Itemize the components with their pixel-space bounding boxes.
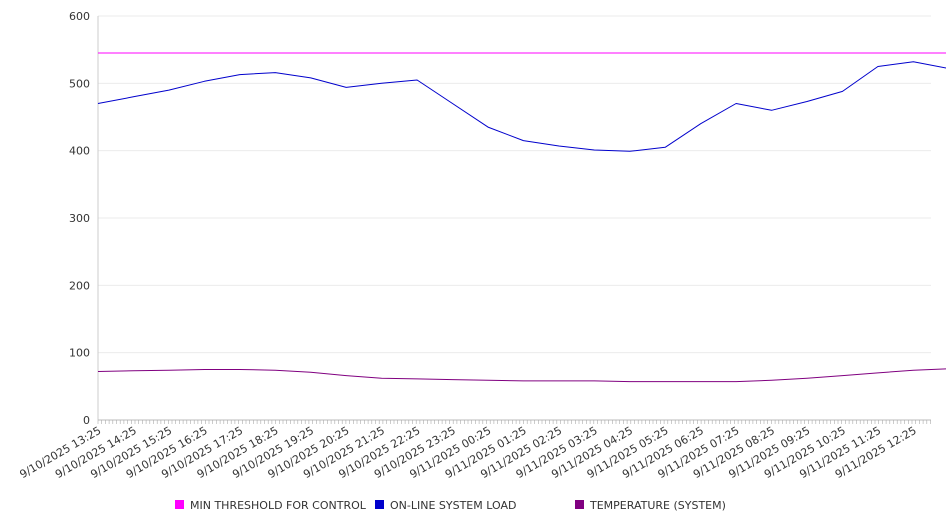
legend-label: TEMPERATURE (SYSTEM) (589, 499, 726, 512)
chart-legend[interactable]: MIN THRESHOLD FOR CONTROL ON-LINE SYSTEM … (175, 499, 726, 512)
y-tick-label: 0 (83, 414, 90, 427)
y-tick-label: 600 (69, 10, 90, 23)
legend-swatch (175, 500, 184, 509)
y-tick-label: 300 (69, 212, 90, 225)
y-tick-label: 400 (69, 145, 90, 158)
y-axis-ticks: 0 100 200 300 400 500 600 (69, 10, 90, 427)
chart-series (97, 52, 946, 383)
chart-grid (98, 15, 931, 354)
legend-swatch (575, 500, 584, 509)
y-tick-label: 200 (69, 279, 90, 292)
legend-swatch (375, 500, 384, 509)
y-tick-label: 500 (69, 77, 90, 90)
legend-label: ON-LINE SYSTEM LOAD (390, 499, 516, 512)
series-line (97, 61, 946, 152)
chart-axes (97, 16, 931, 424)
legend-label: MIN THRESHOLD FOR CONTROL (190, 499, 367, 512)
y-tick-label: 100 (69, 347, 90, 360)
series-line (97, 368, 946, 383)
x-axis-ticks: 9/10/2025 13:259/10/2025 14:259/10/2025 … (18, 424, 919, 481)
